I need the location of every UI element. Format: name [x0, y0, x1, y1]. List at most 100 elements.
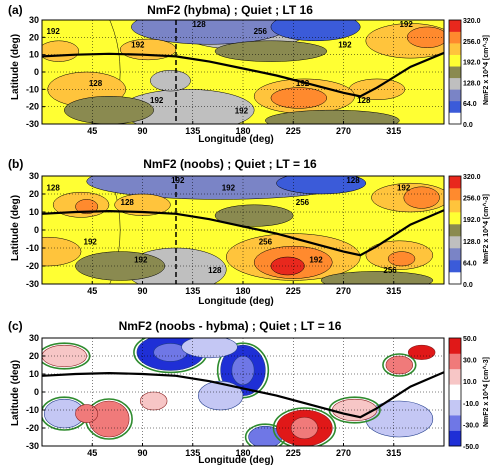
- colorbar-tick-label: 30.0: [463, 358, 477, 365]
- colorbar-segment: [449, 368, 461, 385]
- contour-label: 128: [357, 96, 371, 105]
- colorbar-segment: [449, 188, 461, 201]
- contour-region: [75, 404, 99, 423]
- x-tick-label: 180: [235, 286, 250, 296]
- colorbar-frame: [448, 19, 462, 125]
- contour-label: 128: [346, 176, 360, 185]
- panel-b-colorbar: 320.0 256.0 192.0 128.0 64.0 0.0: [448, 174, 481, 289]
- y-tick-label: -20: [26, 261, 39, 271]
- y-tick-label: 0: [34, 67, 39, 77]
- colorbar-tick-label: 50.0: [463, 336, 477, 343]
- panel-b-tag: (b): [8, 157, 23, 171]
- contour-label: 192: [399, 20, 413, 29]
- colorbar-segment: [449, 399, 461, 416]
- contour-region: [290, 416, 319, 440]
- colorbar-tick-label: 256.0: [463, 39, 481, 46]
- contour-label: 192: [296, 79, 310, 88]
- y-tick-label: -10: [26, 243, 39, 253]
- y-tick-label: -30: [26, 441, 39, 451]
- contour-label: 128: [208, 266, 222, 275]
- colorbar-segment: [449, 430, 461, 447]
- y-tick-label: 0: [34, 225, 39, 235]
- contour-label: 192: [84, 237, 98, 246]
- colorbar-tick-label: 128.0: [463, 80, 481, 87]
- magnetic-equator-line: [42, 371, 444, 419]
- colorbar-tick-label: 64.0: [463, 101, 477, 108]
- x-tick-label: 315: [386, 286, 401, 296]
- colorbar-tick-label: -10.0: [463, 401, 479, 408]
- panel-b-plot-area: 128 192 128 192 192 128 192 256 256 192 128 256 192: [41, 175, 445, 285]
- significance-contour: [382, 353, 417, 377]
- colorbar-segment: [449, 384, 461, 401]
- panel-c-tag: (c): [8, 319, 23, 333]
- panel-a: (a) NmF2 (hybma) ; Quiet ; LT 16 1921281…: [8, 3, 490, 145]
- panel-a-colorbar-label: NmF2 x 10^4 [cm^-3]: [482, 35, 490, 105]
- contour-region: [181, 338, 238, 359]
- contour-label: 192: [235, 107, 249, 116]
- contour-label: 128: [46, 183, 60, 192]
- magnetic-equator-line: [42, 209, 444, 257]
- colorbar-segment: [449, 176, 461, 189]
- panel-b-y-ticks: 30 20 10 0 -10 -20 -30: [26, 171, 45, 289]
- panel-b-xlabel: Longitude (deg): [198, 296, 274, 307]
- y-tick-label: 30: [29, 333, 39, 343]
- colorbar-tick-label: -50.0: [463, 444, 479, 451]
- panel-c-colorbar-label: NmF2 x 10^4 [cm^-3]: [482, 357, 490, 427]
- colorbar-segment: [449, 66, 461, 79]
- contour-region: [270, 256, 305, 276]
- panel-b: (b) NmF2 (noobs) ; Quiet ; LT = 16 128 19…: [8, 157, 490, 307]
- contour-label: 128: [89, 79, 103, 88]
- colorbar-segment: [449, 77, 461, 90]
- contour-region: [320, 271, 434, 284]
- panel-a-xlabel: Longitude (deg): [198, 134, 274, 145]
- contour-label: 192: [131, 41, 145, 50]
- colorbar-segment: [449, 54, 461, 67]
- y-tick-label: 0: [34, 387, 39, 397]
- panel-a-colorbar: 320.0 256.0 192.0 128.0 64.0 0.0: [448, 18, 481, 129]
- panel-a-title: NmF2 (hybma) ; Quiet ; LT 16: [147, 3, 313, 17]
- contour-label: 192: [46, 27, 60, 36]
- contour-region: [214, 40, 327, 62]
- x-tick-label: 135: [185, 126, 200, 136]
- panel-b-title: NmF2 (noobs) ; Quiet ; LT = 16: [143, 157, 317, 171]
- contour-label: 256: [383, 266, 397, 275]
- colorbar-segment: [449, 415, 461, 431]
- colorbar-segment: [449, 272, 461, 285]
- x-tick-label: 90: [137, 286, 147, 296]
- contour-label: 192: [222, 183, 236, 192]
- panel-b-x-ticks: 45 90 135 180 225 270 315: [87, 281, 401, 296]
- x-tick-label: 270: [336, 286, 351, 296]
- x-tick-label: 270: [336, 126, 351, 136]
- colorbar-tick-label: 192.0: [463, 217, 481, 224]
- x-tick-label: 225: [286, 126, 301, 136]
- contour-region: [407, 344, 436, 360]
- colorbar-segment: [449, 353, 461, 370]
- x-tick-label: 45: [87, 286, 97, 296]
- colorbar-segment: [449, 89, 461, 102]
- colorbar-segment: [449, 248, 461, 261]
- panel-c-x-ticks: 45 90 135 180 225 270 315: [87, 443, 401, 458]
- contour-region: [42, 344, 87, 368]
- contour-region: [139, 391, 168, 411]
- colorbar-tick-label: -30.0: [463, 422, 479, 429]
- panel-a-x-ticks: 45 90 135 180 225 270 315: [87, 121, 401, 136]
- contour-region: [198, 380, 244, 411]
- panel-c-ylabel: Latitude (deg): [10, 360, 21, 426]
- y-tick-label: -20: [26, 102, 39, 112]
- contour-label: 192: [171, 176, 185, 185]
- colorbar-segment: [449, 112, 461, 125]
- x-tick-label: 315: [386, 126, 401, 136]
- panel-c-plot-area: [41, 337, 445, 447]
- colorbar-frame: [448, 175, 462, 285]
- contour-region: [270, 87, 328, 109]
- colorbar-segment: [449, 236, 461, 249]
- panel-a-y-ticks: 30 20 10 0 -10 -20 -30: [26, 15, 45, 129]
- x-tick-label: 135: [185, 286, 200, 296]
- colorbar-tick-label: 0.0: [463, 122, 473, 129]
- colorbar-segment: [449, 212, 461, 225]
- panel-c-xlabel: Longitude (deg): [198, 455, 274, 466]
- colorbar-segment: [449, 224, 461, 237]
- x-tick-label: 225: [286, 448, 301, 458]
- y-tick-label: 30: [29, 171, 39, 181]
- panel-a-plot-area: 192 128 192 192 128 192 256 192 192 128 192: [41, 19, 445, 125]
